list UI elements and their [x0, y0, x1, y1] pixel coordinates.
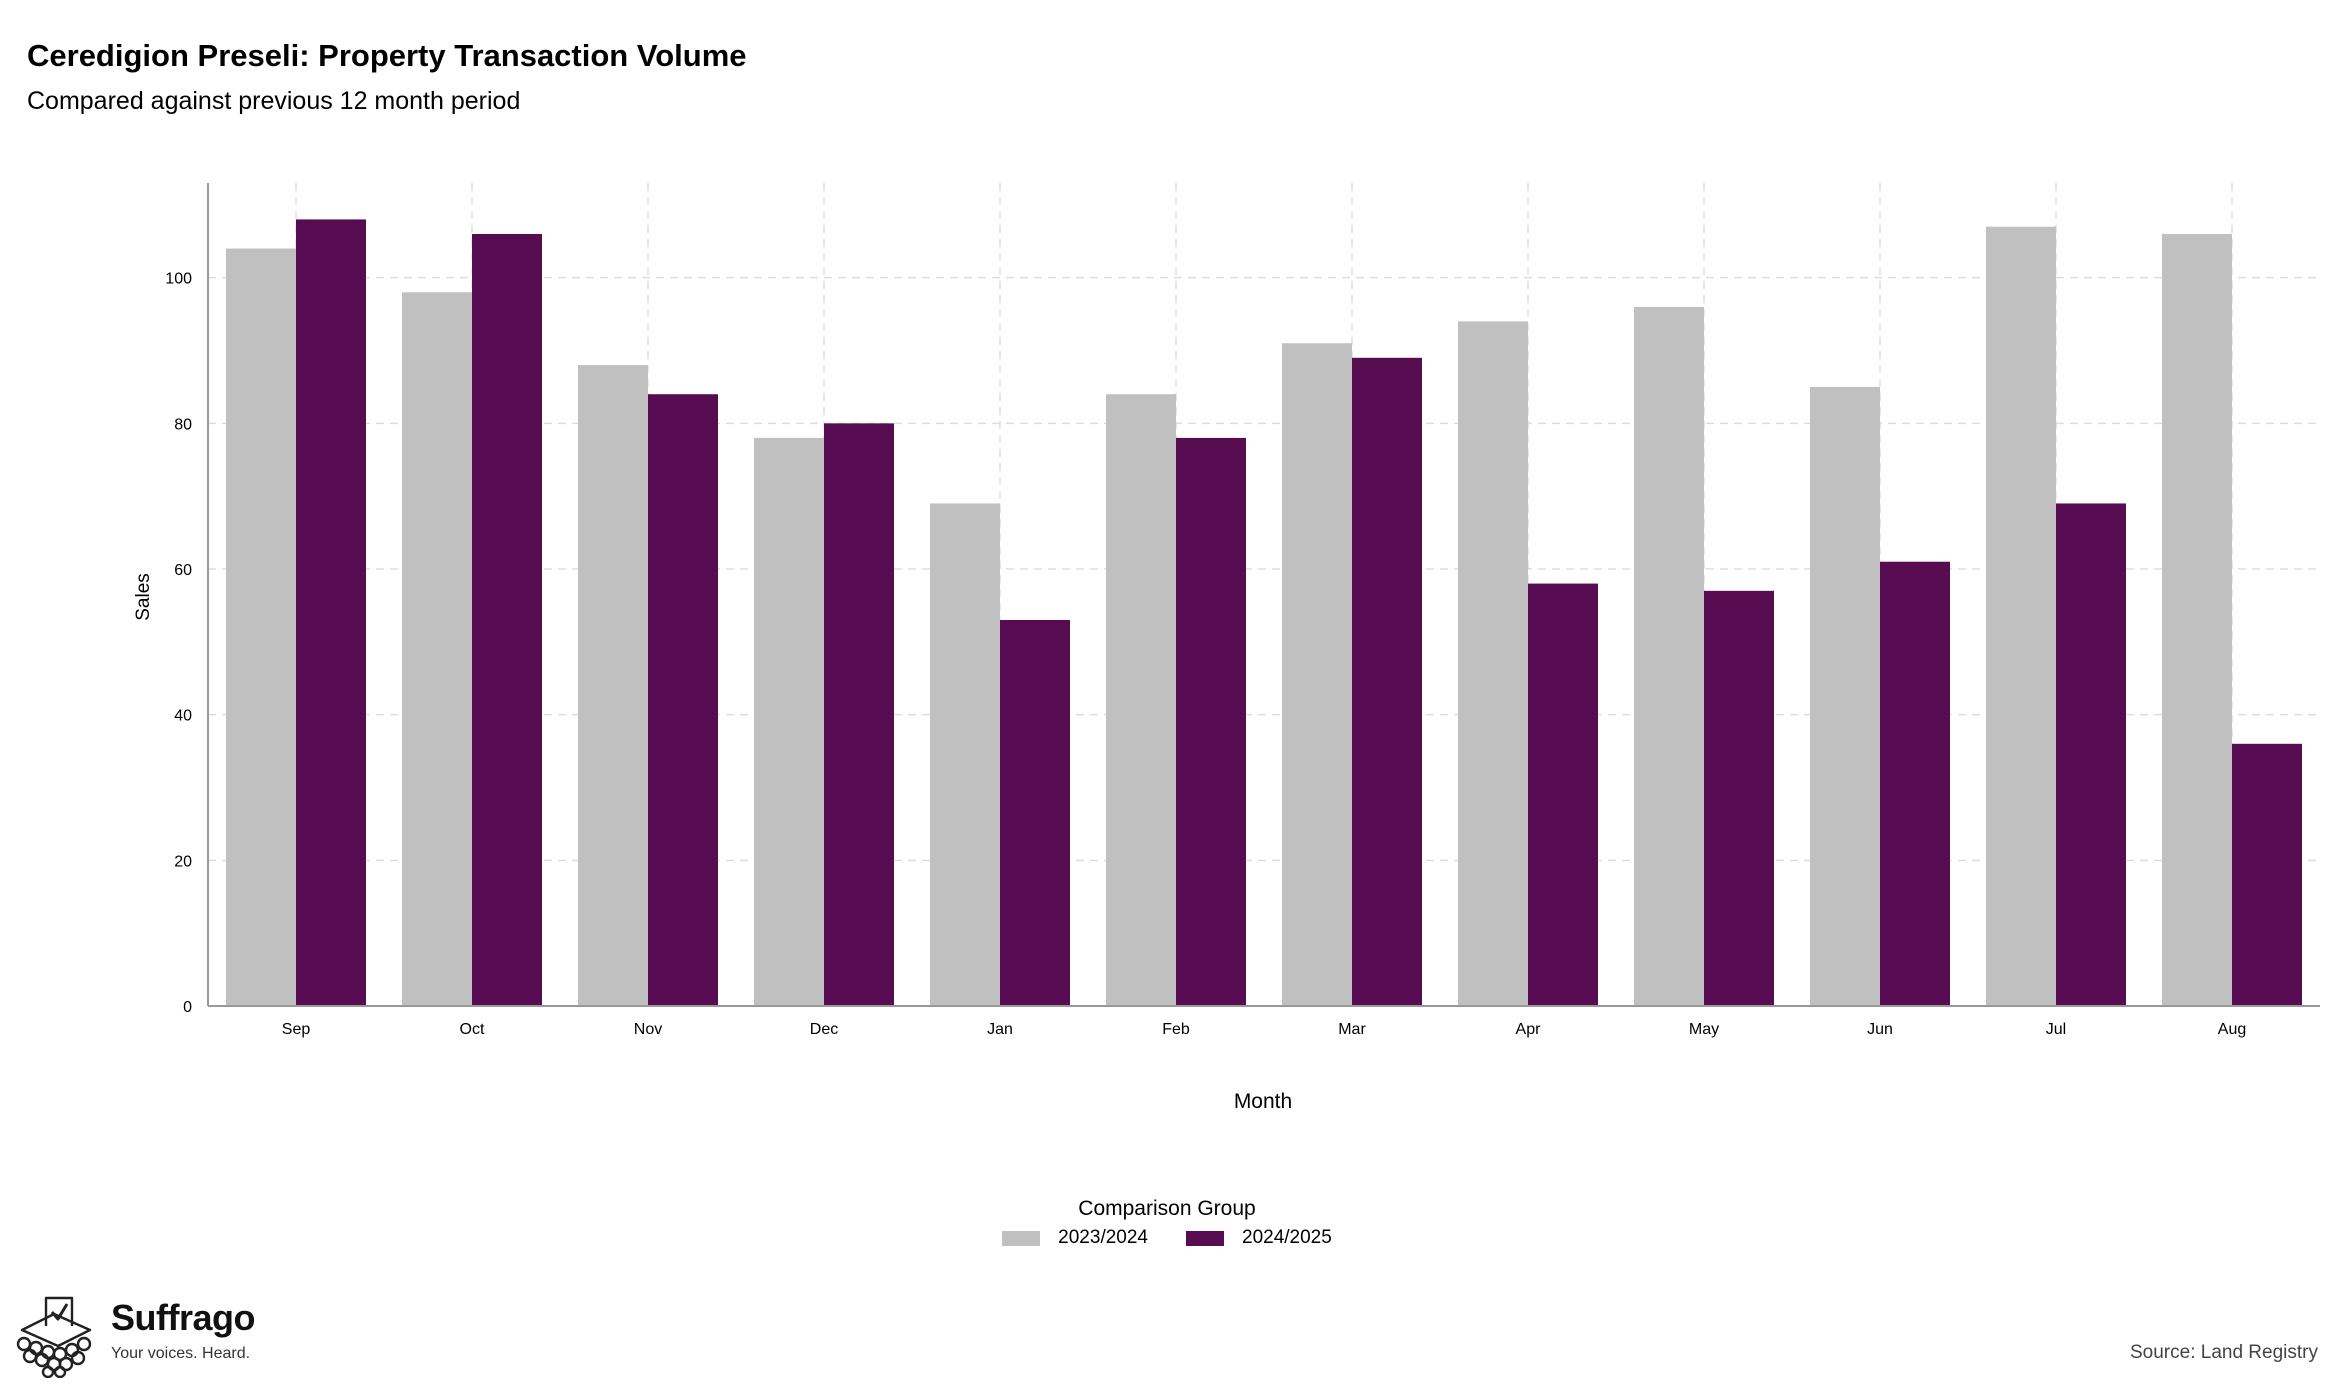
chart-title: Ceredigion Preseli: Property Transaction…	[27, 38, 747, 73]
source-note: Source: Land Registry	[2130, 1342, 2318, 1363]
bar-2024-2025-jul	[2056, 503, 2126, 1006]
y-tick-label: 40	[174, 708, 192, 725]
x-tick-label: Jun	[1867, 1021, 1893, 1038]
chart-subtitle: Compared against previous 12 month perio…	[27, 87, 521, 115]
y-tick-label: 60	[174, 562, 192, 579]
bar-2023-2024-feb	[1106, 394, 1176, 1006]
bar-2024-2025-mar	[1352, 357, 1422, 1006]
bar-2024-2025-apr	[1528, 583, 1598, 1006]
axes	[207, 183, 2320, 1007]
legend: Comparison Group 2023/2024 2024/2025	[0, 1197, 2334, 1249]
y-axis-title: Sales	[133, 573, 154, 621]
bar-2023-2024-apr	[1458, 321, 1528, 1007]
bar-2024-2025-sep	[296, 219, 366, 1007]
brand-tagline: Your voices. Heard.	[111, 1345, 251, 1362]
bar-2023-2024-may	[1634, 306, 1704, 1006]
x-tick-label: Jan	[987, 1021, 1013, 1038]
bar-2023-2024-jun	[1810, 386, 1880, 1006]
legend-item: 2024/2025	[1186, 1227, 1332, 1249]
bar-2024-2025-jan	[1000, 619, 1070, 1006]
bar-2024-2025-jun	[1880, 561, 1950, 1006]
bar-2023-2024-jan	[930, 503, 1000, 1006]
y-tick-label: 20	[174, 853, 192, 870]
x-tick-label: Sep	[282, 1021, 311, 1038]
bar-2023-2024-jul	[1986, 226, 2056, 1007]
bar-2024-2025-nov	[648, 394, 718, 1006]
legend-item: 2023/2024	[1002, 1227, 1148, 1249]
x-tick-label: Jul	[2046, 1021, 2066, 1038]
legend-label: 2024/2025	[1242, 1227, 1332, 1248]
y-tick-label: 0	[183, 999, 192, 1016]
bar-2024-2025-dec	[824, 423, 894, 1007]
bar-2023-2024-oct	[402, 292, 472, 1006]
bar-2024-2025-may	[1704, 590, 1774, 1006]
bar-2023-2024-mar	[1282, 343, 1352, 1006]
legend-items: 2023/2024 2024/2025	[0, 1227, 2334, 1249]
x-tick-label: May	[1689, 1021, 1719, 1038]
x-tick-label: Aug	[2218, 1021, 2246, 1038]
bars	[226, 219, 2302, 1007]
x-tick-label: Mar	[1338, 1021, 1366, 1038]
ballot-box-crowd-icon	[16, 1296, 92, 1378]
bar-2023-2024-dec	[754, 437, 824, 1006]
bar-2024-2025-feb	[1176, 437, 1246, 1006]
tick-labels: 0 20 40 60 80 100 Sep Oct Nov Dec Jan Feb Mar Apr May J…	[165, 271, 2246, 1038]
x-axis-title: Month	[1234, 1090, 1292, 1113]
x-tick-label: Feb	[1162, 1021, 1190, 1038]
x-tick-label: Dec	[810, 1021, 838, 1038]
y-tick-label: 80	[174, 416, 192, 433]
x-tick-label: Oct	[460, 1021, 485, 1038]
x-tick-label: Nov	[634, 1021, 662, 1038]
legend-title: Comparison Group	[1078, 1197, 1256, 1220]
legend-swatch	[1002, 1230, 1041, 1246]
x-tick-label: Apr	[1516, 1021, 1542, 1038]
bar-2023-2024-nov	[578, 365, 648, 1006]
brand-name: Suffrago	[111, 1297, 256, 1338]
y-tick-label: 100	[165, 271, 192, 288]
bar-2024-2025-aug	[2232, 743, 2302, 1006]
bar-2023-2024-aug	[2162, 233, 2232, 1006]
legend-label: 2023/2024	[1058, 1227, 1148, 1248]
bar-2024-2025-oct	[472, 233, 542, 1006]
bar-2023-2024-sep	[226, 248, 296, 1006]
legend-swatch	[1186, 1230, 1224, 1246]
